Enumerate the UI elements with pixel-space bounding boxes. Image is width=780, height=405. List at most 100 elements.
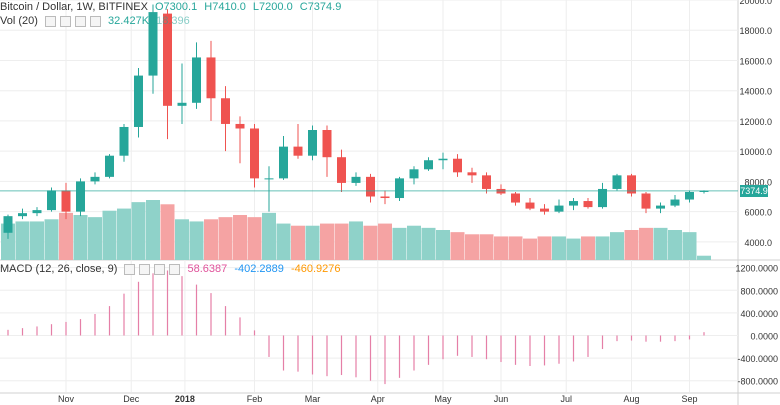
candle-body <box>293 146 303 156</box>
symbol-legend: Bitcoin / Dollar, 1W, BITFINEX O7300.1 H… <box>0 0 345 14</box>
close-icon[interactable] <box>74 15 86 27</box>
time-tick-label: Nov <box>58 394 75 404</box>
candle-body <box>192 57 201 103</box>
candle-body <box>264 178 274 180</box>
settings-icon[interactable] <box>139 263 151 275</box>
volume-bar <box>247 217 262 260</box>
volume-legend: Vol (20) 32.427K 18.396 <box>0 14 194 28</box>
time-tick-label: 2018 <box>175 394 195 404</box>
candle-body <box>670 199 680 206</box>
eye-icon[interactable] <box>124 263 136 275</box>
candle-body <box>250 128 259 179</box>
candle-body <box>554 205 564 212</box>
volume-bar <box>392 227 407 260</box>
time-tick-label: Dec <box>123 394 140 404</box>
macd-tick-label: 800.0000 <box>740 286 778 296</box>
volume-bar <box>334 223 349 260</box>
volume-bar <box>15 221 30 260</box>
time-tick-label: Apr <box>371 394 385 404</box>
volume-bar <box>639 227 653 260</box>
volume-bar <box>320 223 334 260</box>
candle-body <box>641 193 651 209</box>
volume-bar <box>131 202 146 260</box>
volume-bar <box>552 236 566 260</box>
volume-bar <box>218 217 233 260</box>
volume-ma-value: 18.396 <box>156 15 190 27</box>
time-tick-label: Jun <box>494 394 509 404</box>
volume-bar <box>102 210 117 260</box>
last-price-tag: 7374.9 <box>740 184 768 197</box>
macd-tick-label: -800.0000 <box>737 377 778 387</box>
candle-body <box>627 175 636 194</box>
volume-bar <box>305 225 320 260</box>
macd-tick-label: -400.0000 <box>737 354 778 364</box>
candle-body <box>32 210 42 214</box>
macd-signal-value: -402.2889 <box>234 263 284 275</box>
macd-label: MACD (12, 26, close, 9) <box>0 263 118 275</box>
volume-bar <box>566 238 581 260</box>
volume-bar <box>378 223 392 260</box>
candle-body <box>47 190 56 211</box>
volume-bar <box>508 236 523 260</box>
price-tick-label: 12000.0 <box>739 117 772 127</box>
candle-body <box>511 193 520 203</box>
candle-body <box>76 181 85 212</box>
volume-bar <box>697 255 711 260</box>
candle-body <box>235 123 245 129</box>
candle-body <box>3 216 13 233</box>
volume-bar <box>581 236 595 260</box>
time-tick-label: Feb <box>247 394 263 404</box>
volume-bar <box>610 232 624 260</box>
time-tick-label: Mar <box>305 394 321 404</box>
candle-body <box>322 130 332 158</box>
candle-body <box>366 176 375 197</box>
volume-bar <box>479 234 494 260</box>
volume-bar <box>262 212 276 260</box>
candle-body <box>453 158 462 173</box>
volume-bar <box>30 221 44 260</box>
more-icon[interactable] <box>169 263 181 275</box>
volume-bar <box>175 219 189 260</box>
time-tick-label: Aug <box>623 394 639 404</box>
time-tick-label: May <box>434 394 452 404</box>
candle-body <box>540 208 549 212</box>
volume-bar <box>291 225 305 260</box>
candle-body <box>395 178 404 199</box>
volume-label: Vol (20) <box>0 15 38 27</box>
candle-body <box>699 190 709 192</box>
eye-icon[interactable] <box>44 15 56 27</box>
macd-tick-label: 0.0000 <box>750 331 778 341</box>
candle-body <box>308 130 317 156</box>
volume-bar <box>233 215 247 260</box>
more-icon[interactable] <box>89 15 101 27</box>
candle-body <box>583 201 593 208</box>
volume-bar <box>407 225 421 260</box>
candle-body <box>61 190 71 212</box>
volume-bar <box>668 230 682 260</box>
volume-bar <box>189 221 204 260</box>
candle-body <box>380 196 390 199</box>
volume-bar <box>88 217 102 260</box>
macd-tick-label: 1200.0000 <box>735 264 778 274</box>
symbol-title: Bitcoin / Dollar, 1W, BITFINEX <box>0 1 148 13</box>
candle-body <box>438 158 448 161</box>
volume-bar <box>421 227 436 260</box>
candle-body <box>467 172 477 176</box>
candle-body <box>409 169 419 179</box>
macd-legend: MACD (12, 26, close, 9) 58.6387 -402.288… <box>0 262 344 276</box>
settings-icon[interactable] <box>59 15 71 27</box>
candle-body <box>221 98 230 124</box>
macd-value: 58.6387 <box>187 263 228 275</box>
candle-body <box>685 191 694 200</box>
ohlc-high: H7410.0 <box>204 1 246 13</box>
price-tick-label: 8000.0 <box>744 177 772 187</box>
volume-bar <box>537 236 552 260</box>
price-tick-label: 10000.0 <box>739 147 772 157</box>
close-icon[interactable] <box>154 263 166 275</box>
volume-bar <box>450 232 465 260</box>
candle-body <box>177 102 187 106</box>
volume-bar <box>146 200 160 260</box>
volume-value: 32.427K <box>108 15 150 27</box>
candle-body <box>206 57 216 99</box>
